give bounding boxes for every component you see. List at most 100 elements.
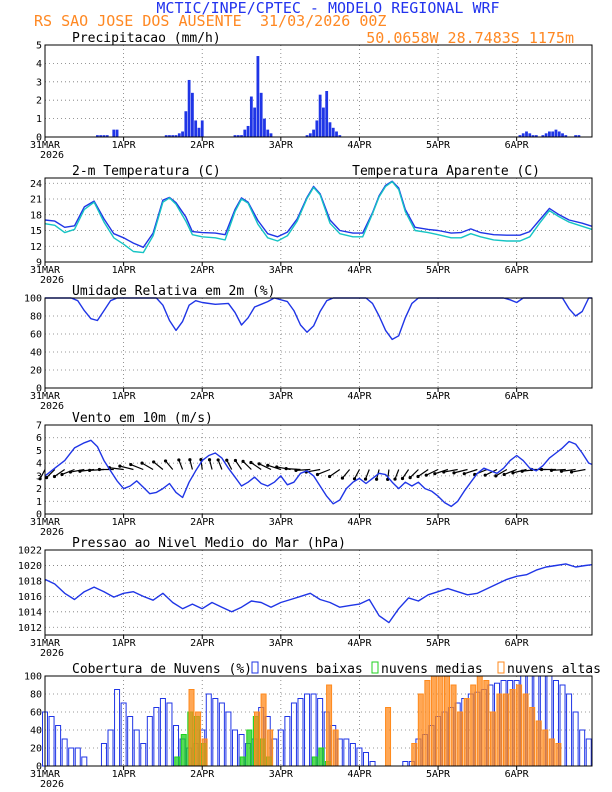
wind-barb-head xyxy=(511,471,515,475)
x-tick-label: 1APR xyxy=(112,638,137,649)
wind-barb-head xyxy=(97,467,101,472)
bar-nuvens-medias xyxy=(180,734,187,767)
legend-swatch xyxy=(497,661,505,674)
wind-barb-head xyxy=(352,477,357,481)
bar-nuvens-altas xyxy=(483,680,490,767)
y-tick-label: 15 xyxy=(30,226,42,237)
y-tick-label: 1018 xyxy=(18,576,42,587)
y-tick-label: 12 xyxy=(30,242,42,253)
x-tick-label: 6APR xyxy=(505,265,530,276)
bar-nuvens-baixas xyxy=(297,698,304,767)
precip-bar xyxy=(564,135,568,137)
x-tick-label: 6APR xyxy=(505,391,530,402)
wind-barb-head xyxy=(257,462,261,466)
bar-nuvens-altas xyxy=(326,684,333,767)
precip-bar xyxy=(551,131,555,137)
bar-nuvens-altas xyxy=(450,684,457,767)
header-location: RS SAO JOSE DOS AUSENTE xyxy=(34,12,242,30)
wind-barb xyxy=(141,462,154,471)
precip-bar xyxy=(187,79,191,137)
bar-nuvens-altas xyxy=(457,711,464,767)
wind-barb xyxy=(46,469,56,479)
wind-barb xyxy=(317,468,331,476)
plot-frame xyxy=(44,675,593,767)
precip-bar xyxy=(115,129,119,137)
precip-bar xyxy=(112,129,116,137)
x-tick-label: 31MAR xyxy=(30,391,61,402)
bar-nuvens-baixas xyxy=(362,752,369,767)
precip-bar xyxy=(246,125,250,137)
wind-barb-head xyxy=(140,461,144,465)
wind-barb-head xyxy=(433,472,437,476)
plot-frame xyxy=(44,44,593,138)
wind-barb xyxy=(571,468,586,473)
y-tick-label: 60 xyxy=(30,708,42,719)
bar-nuvens-baixas xyxy=(290,702,297,767)
bar-nuvens-altas xyxy=(260,693,267,767)
y-tick-label: 0 xyxy=(36,510,42,521)
y-tick-label: 2 xyxy=(36,484,42,495)
x-tick-label: 2APR xyxy=(190,265,215,276)
wind-barb xyxy=(250,462,262,470)
y-tick-label: 20 xyxy=(30,366,42,377)
precip-bar xyxy=(521,133,525,137)
precip-bar xyxy=(305,135,309,137)
bar-nuvens-altas xyxy=(332,729,339,767)
wind-barb-head xyxy=(266,463,270,467)
x-tick-label: 5APR xyxy=(426,140,451,151)
y-tick-label: 7 xyxy=(36,421,42,432)
bar-nuvens-altas xyxy=(548,738,555,767)
bar-nuvens-baixas xyxy=(343,738,350,767)
wind-barb-head xyxy=(502,472,506,477)
x-tick-label: 6APR xyxy=(505,517,530,528)
precip-bar xyxy=(528,133,532,137)
wind-barb-head xyxy=(569,470,574,474)
y-tick-label: 1 xyxy=(36,114,42,125)
wind-barb xyxy=(267,464,282,471)
precip-bar xyxy=(197,127,201,137)
bar-nuvens-altas xyxy=(385,707,392,767)
bar-nuvens-altas xyxy=(444,675,451,767)
wind-barb xyxy=(353,469,360,480)
wind-barb xyxy=(401,469,410,479)
x-tick-label: 6APR xyxy=(505,140,530,151)
precip-bar xyxy=(174,135,178,137)
y-tick-label: 3 xyxy=(36,77,42,88)
wind-barb xyxy=(153,461,164,470)
wind-barb-head xyxy=(483,473,487,477)
wind-barb xyxy=(503,468,517,476)
wind-barb-head xyxy=(462,472,466,476)
wind-barb-head xyxy=(216,458,220,462)
bar-nuvens-altas xyxy=(417,693,424,767)
y-tick-label: 21 xyxy=(30,195,42,206)
y-tick-label: 1016 xyxy=(18,592,42,603)
wind-barb-head xyxy=(539,467,544,472)
bar-nuvens-baixas xyxy=(369,761,376,767)
precip-bar xyxy=(256,56,260,137)
precip-bar xyxy=(200,120,204,137)
wind-barb xyxy=(394,469,400,480)
x-tick-label: 2APR xyxy=(190,517,215,528)
wind-barb-head xyxy=(549,468,554,472)
x-tick-label: 5APR xyxy=(426,517,451,528)
legend-swatch xyxy=(251,661,259,674)
precip-bar xyxy=(574,135,578,137)
wind-barb-head xyxy=(241,459,245,463)
precip-bar xyxy=(181,131,184,137)
precip-bar xyxy=(331,127,335,137)
wind-barb xyxy=(61,468,75,476)
panel-title: Cobertura de Nuvens (%) xyxy=(72,662,252,677)
wind-barb xyxy=(551,468,566,471)
x-tick-label: 1APR xyxy=(112,769,137,780)
x-tick-label: 3APR xyxy=(269,265,294,276)
wind-barb xyxy=(217,459,223,470)
wind-barb xyxy=(119,465,134,471)
wind-barb-head xyxy=(408,476,412,480)
bar-nuvens-altas xyxy=(535,720,542,767)
bar-nuvens-medias xyxy=(311,756,318,767)
x-tick-label: 5APR xyxy=(426,638,451,649)
y-tick-label: 40 xyxy=(30,348,42,359)
y-tick-label: 1012 xyxy=(18,623,42,634)
precip-bar xyxy=(541,135,545,137)
